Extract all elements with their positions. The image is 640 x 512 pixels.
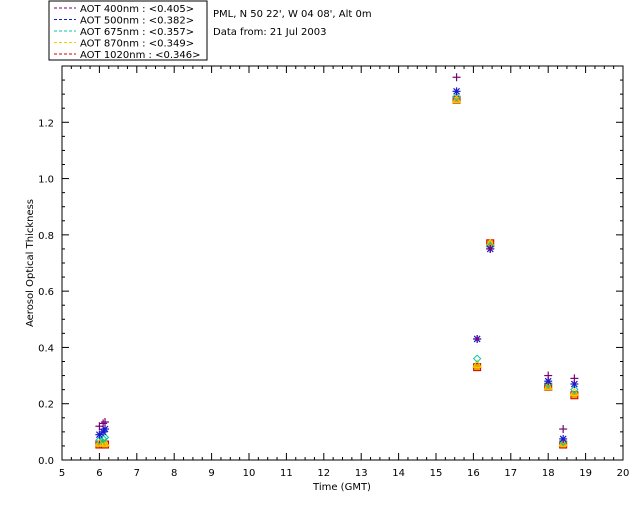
x-axis-label: Time (GMT) <box>312 482 371 493</box>
data-point-asterisk <box>559 434 568 443</box>
x-tick-label: 10 <box>243 468 256 479</box>
y-tick-label: 0.0 <box>38 456 54 467</box>
x-tick-label: 17 <box>504 468 517 479</box>
data-point-asterisk <box>452 87 461 96</box>
data-point-diamond <box>452 92 461 102</box>
x-tick-label: 19 <box>579 468 592 479</box>
y-tick-label: 1.0 <box>38 175 54 186</box>
data-point-diamond <box>98 434 108 444</box>
y-tick-label: 0.6 <box>38 287 54 298</box>
data-point-plus <box>99 419 108 428</box>
data-point-diamond <box>570 385 579 394</box>
x-tick-label: 18 <box>542 468 555 479</box>
legend-label: AOT 400nm : <0.405> <box>80 4 194 15</box>
data-point-plus <box>486 244 495 253</box>
x-tick-label: 13 <box>355 468 368 479</box>
y-axis: 0.0 0.2 0.4 0.6 0.8 1.0 1.2 <box>38 79 623 467</box>
x-tick-label: 9 <box>208 468 214 479</box>
y-tick-label: 0.4 <box>38 343 54 354</box>
location-text: PML, N 50 22', W 04 08', Alt 0m <box>213 9 372 20</box>
legend-label: AOT 500nm : <0.382> <box>80 16 194 27</box>
data-point-triangle <box>543 381 554 391</box>
data-point-plus <box>101 418 110 427</box>
x-tick-label: 5 <box>59 468 65 479</box>
x-axis: 5 6 7 8 9 10 11 12 13 14 15 16 17 18 19 20 <box>59 66 630 479</box>
data-point-triangle <box>451 94 462 104</box>
x-tick-label: 12 <box>317 468 330 479</box>
data-point-diamond <box>95 436 104 445</box>
x-tick-label: 16 <box>467 468 480 479</box>
legend-label: AOT 675nm : <0.357> <box>80 27 194 38</box>
x-tick-label: 7 <box>134 468 140 479</box>
data-point-plus <box>559 425 568 434</box>
y-axis-label: Aerosol Optical Thickness <box>25 199 36 327</box>
data-point-plus <box>544 371 553 380</box>
y-tick-label: 0.8 <box>38 231 54 242</box>
data-point-plus <box>570 374 579 383</box>
x-tick-label: 8 <box>171 468 177 479</box>
data-point-triangle <box>472 359 483 368</box>
x-tick-label: 20 <box>617 468 630 479</box>
data-point-plus <box>473 334 482 343</box>
plot-area <box>61 65 624 461</box>
x-tick-label: 14 <box>392 468 405 479</box>
legend-label: AOT 870nm : <0.349> <box>80 39 194 50</box>
legend: AOT 400nm : <0.405>AOT 500nm : <0.382>AO… <box>48 0 208 61</box>
date-text: Data from: 21 Jul 2003 <box>213 27 326 38</box>
y-tick-label: 1.2 <box>38 118 54 129</box>
data-point-plus <box>452 73 461 82</box>
data-point-triangle <box>569 387 580 396</box>
y-tick-label: 0.2 <box>38 400 54 411</box>
data-points <box>94 73 580 449</box>
data-point-diamond <box>472 354 482 363</box>
x-tick-label: 11 <box>280 468 293 479</box>
legend-label: AOT 1020nm : <0.346> <box>80 50 200 61</box>
data-point-diamond <box>100 433 110 442</box>
x-tick-label: 15 <box>430 468 443 479</box>
x-tick-label: 6 <box>96 468 102 479</box>
